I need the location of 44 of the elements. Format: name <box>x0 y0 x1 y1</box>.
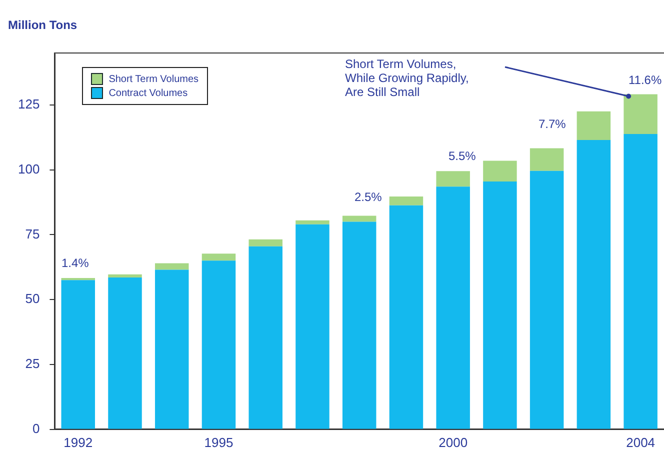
bar <box>342 222 376 429</box>
x-tick-label: 2004 <box>626 434 656 450</box>
y-axis-title: Million Tons <box>8 18 78 32</box>
bar <box>483 160 517 182</box>
legend-label: Short Term Volumes <box>108 74 199 84</box>
bar <box>61 280 95 429</box>
bar <box>108 278 142 429</box>
bar <box>342 216 376 222</box>
bar <box>154 270 189 429</box>
bar <box>576 111 611 140</box>
bar <box>436 171 470 187</box>
bar <box>624 134 658 429</box>
bar <box>296 224 330 429</box>
y-tick-label: 0 <box>32 420 40 436</box>
legend-label: Contract Volumes <box>108 88 188 98</box>
y-tick-label: 50 <box>25 291 40 306</box>
bar <box>108 274 142 278</box>
x-tick-label: 2000 <box>438 434 468 450</box>
bar <box>483 181 517 429</box>
annotation: 5.5% <box>448 149 476 163</box>
bar <box>296 220 330 224</box>
bar <box>389 205 424 429</box>
y-tick-label: 125 <box>18 96 40 112</box>
y-tick-label: 25 <box>25 356 40 372</box>
bar <box>624 94 658 134</box>
annotation: 7.7% <box>538 117 566 131</box>
bar <box>530 148 564 171</box>
bar <box>530 170 564 429</box>
annotation: 11.6% <box>628 73 662 87</box>
x-tick-label: 1992 <box>64 434 93 450</box>
bar <box>436 186 470 429</box>
bar <box>202 260 236 429</box>
bar <box>576 140 611 429</box>
bar <box>202 254 236 261</box>
annotation: 2.5% <box>354 190 382 204</box>
bar <box>389 196 424 206</box>
annotation: 1.4% <box>62 256 89 270</box>
bar <box>248 239 282 246</box>
bar <box>248 246 282 429</box>
y-tick-label: 100 <box>18 161 40 176</box>
y-tick-label: 75 <box>25 226 40 242</box>
x-tick-label: 1995 <box>204 434 234 450</box>
annotation: Short Term Volumes, While Growing Rapidly, Are Still Small <box>345 57 469 99</box>
bar <box>154 263 189 270</box>
